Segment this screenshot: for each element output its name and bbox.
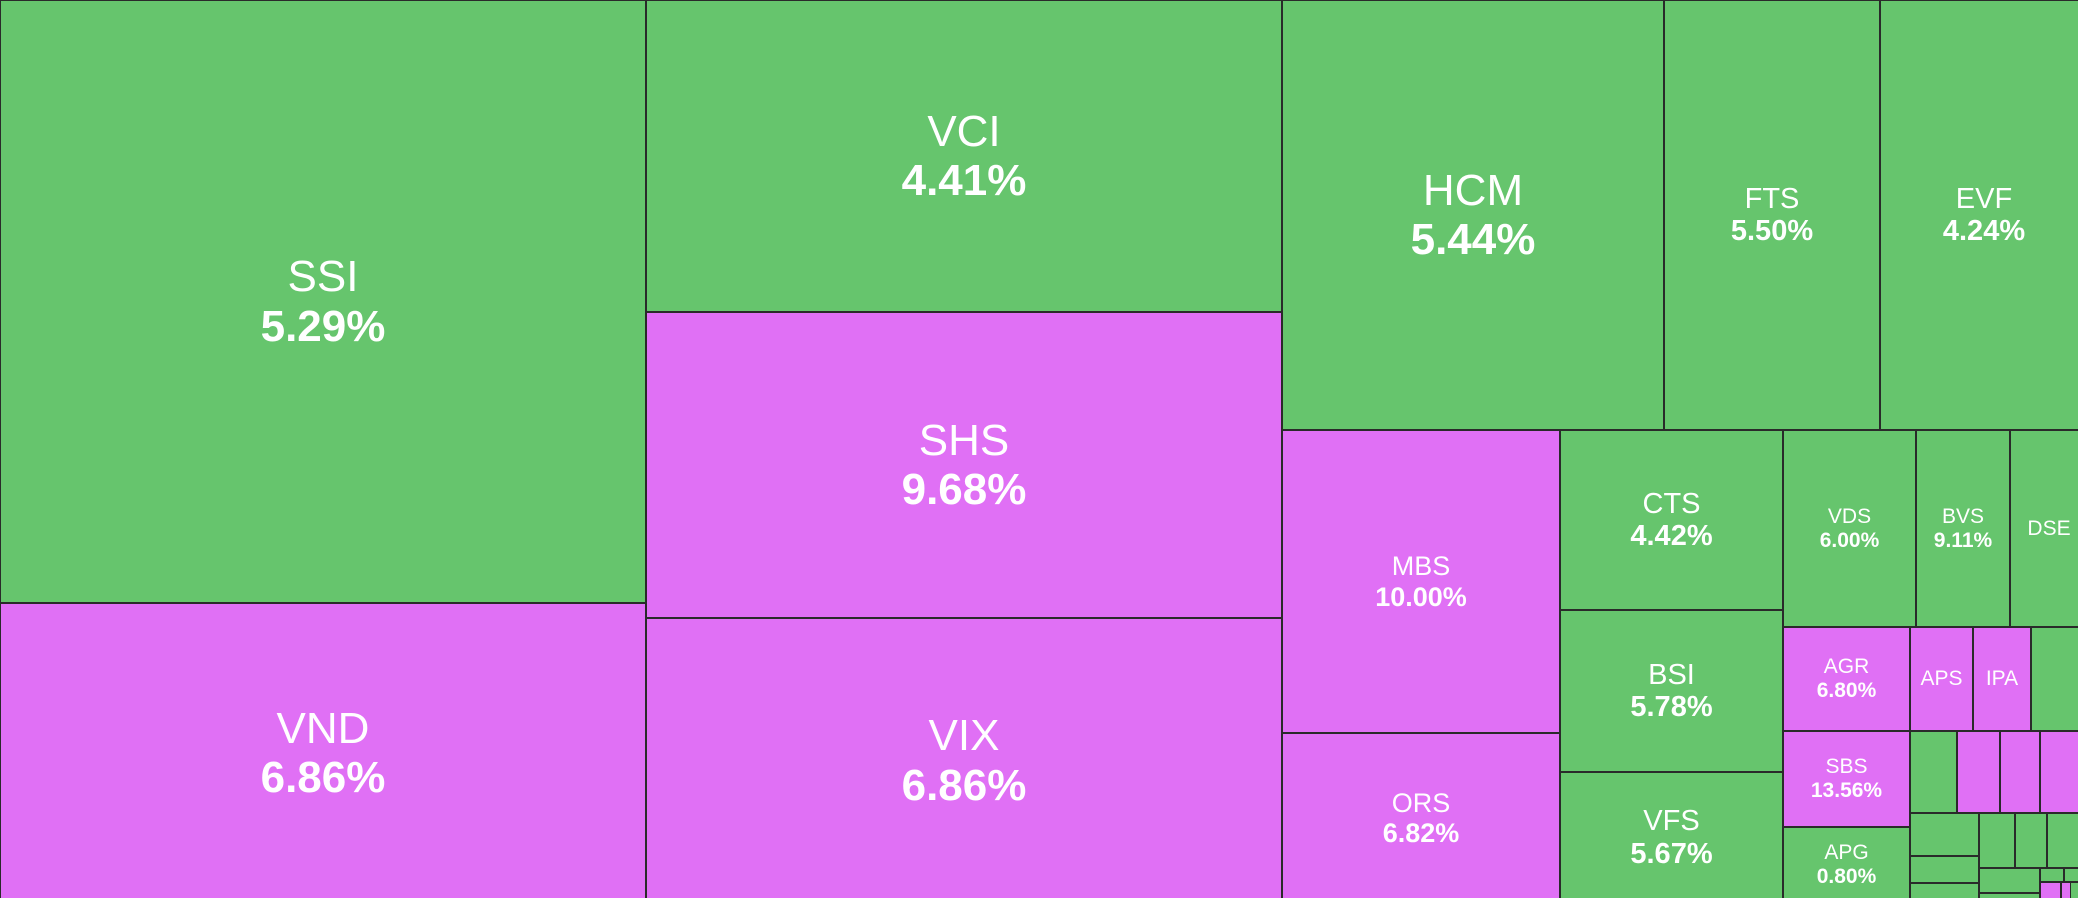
- tile-change: 10.00%: [1375, 581, 1467, 612]
- tile-symbol: VND: [276, 703, 370, 753]
- tile-sbs[interactable]: SBS 13.56%: [1783, 731, 1910, 827]
- tile-small[interactable]: [1910, 731, 1957, 813]
- tile-evf[interactable]: EVF 4.24%: [1880, 0, 2078, 430]
- tile-change: 9.11%: [1933, 528, 1993, 552]
- tile-symbol: VIX: [928, 711, 1000, 761]
- tile-change: 5.29%: [260, 301, 386, 351]
- tile-small[interactable]: [2000, 731, 2040, 813]
- tile-symbol: APG: [1824, 841, 1869, 865]
- tile-symbol: CTS: [1642, 487, 1701, 520]
- tile-change: 5.44%: [1410, 215, 1536, 264]
- tile-symbol: BVS: [1941, 504, 1985, 528]
- tile-symbol: SBS: [1825, 755, 1868, 779]
- tile-small[interactable]: [2061, 882, 2071, 898]
- tile-change: 13.56%: [1810, 779, 1883, 802]
- tile-small[interactable]: [1910, 856, 1979, 883]
- tile-small[interactable]: [1979, 813, 2015, 868]
- tile-small[interactable]: [2040, 731, 2078, 813]
- tile-change: 0.80%: [1816, 865, 1877, 888]
- tile-symbol: EVF: [1955, 182, 2013, 215]
- tile-ssi[interactable]: SSI 5.29%: [0, 0, 646, 603]
- tile-symbol: BSI: [1648, 658, 1695, 691]
- tile-change: 5.50%: [1730, 215, 1814, 247]
- tile-dse[interactable]: DSE: [2010, 430, 2078, 627]
- tile-ipa[interactable]: IPA: [1973, 627, 2031, 731]
- tile-symbol: SSI: [287, 252, 359, 302]
- tile-change: 6.86%: [901, 760, 1027, 810]
- tile-symbol: IPA: [1985, 667, 2019, 691]
- tile-change: 5.67%: [1630, 837, 1713, 870]
- tile-small[interactable]: [2031, 627, 2078, 731]
- tile-change: 9.68%: [901, 465, 1027, 514]
- tile-symbol: DSE: [2027, 516, 2071, 540]
- tile-fts[interactable]: FTS 5.50%: [1664, 0, 1880, 430]
- tile-small[interactable]: [1957, 731, 2000, 813]
- tile-symbol: FTS: [1744, 182, 1800, 215]
- tile-symbol: HCM: [1422, 165, 1524, 215]
- tile-aps[interactable]: APS: [1910, 627, 1973, 731]
- tile-small[interactable]: [2040, 882, 2061, 898]
- tile-small[interactable]: [1979, 893, 2040, 898]
- tile-small[interactable]: [2064, 868, 2078, 882]
- tile-agr[interactable]: AGR 6.80%: [1783, 627, 1910, 731]
- tile-change: 4.41%: [901, 156, 1027, 205]
- tile-small[interactable]: [1979, 868, 2040, 893]
- tile-symbol: SHS: [918, 415, 1010, 465]
- tile-symbol: VCI: [927, 106, 1001, 156]
- tile-shs[interactable]: SHS 9.68%: [646, 312, 1282, 618]
- tile-mbs[interactable]: MBS 10.00%: [1282, 430, 1560, 733]
- tile-change: 6.80%: [1816, 679, 1877, 702]
- tile-change: 6.86%: [260, 753, 386, 802]
- tile-vci[interactable]: VCI 4.41%: [646, 0, 1282, 312]
- tile-vnd[interactable]: VND 6.86%: [0, 603, 646, 898]
- tile-symbol: MBS: [1391, 551, 1451, 582]
- tile-symbol: AGR: [1823, 655, 1870, 679]
- tile-small[interactable]: [1910, 883, 1979, 898]
- tile-vfs[interactable]: VFS 5.67%: [1560, 772, 1783, 898]
- tile-change: 6.82%: [1382, 818, 1460, 848]
- tile-symbol: VDS: [1827, 504, 1872, 528]
- tile-symbol: VFS: [1643, 805, 1700, 838]
- tile-apg[interactable]: APG 0.80%: [1783, 827, 1910, 898]
- tile-change: 4.42%: [1630, 520, 1713, 552]
- tile-symbol: ORS: [1391, 787, 1451, 818]
- tile-hcm[interactable]: HCM 5.44%: [1282, 0, 1664, 430]
- tile-change: 6.00%: [1819, 528, 1880, 552]
- tile-symbol: APS: [1920, 667, 1963, 691]
- tile-small[interactable]: [1910, 813, 1979, 856]
- tile-vix[interactable]: VIX 6.86%: [646, 618, 1282, 898]
- tile-vds[interactable]: VDS 6.00%: [1783, 430, 1916, 627]
- tile-bvs[interactable]: BVS 9.11%: [1916, 430, 2010, 627]
- tile-small[interactable]: [2015, 813, 2047, 868]
- tile-change: 5.78%: [1630, 691, 1713, 723]
- tile-ors[interactable]: ORS 6.82%: [1282, 733, 1560, 898]
- tile-bsi[interactable]: BSI 5.78%: [1560, 610, 1783, 772]
- tile-small[interactable]: [2047, 813, 2078, 868]
- tile-cts[interactable]: CTS 4.42%: [1560, 430, 1783, 610]
- tile-change: 4.24%: [1942, 215, 2026, 247]
- tile-small[interactable]: [2040, 868, 2064, 882]
